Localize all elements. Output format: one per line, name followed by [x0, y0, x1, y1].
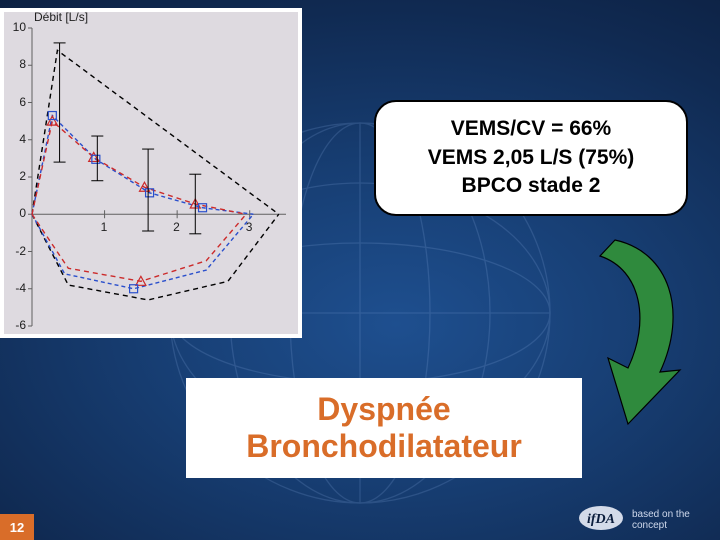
footer-tagline-suffix: concept: [632, 520, 667, 531]
chart-svg: [4, 12, 298, 334]
footer-tagline: based on the concept: [632, 506, 708, 531]
x-tick-label: 2: [173, 220, 180, 234]
spirometry-results-box: VEMS/CV = 66% VEMS 2,05 L/S (75%) BPCO s…: [374, 100, 688, 216]
result-line-1: VEMS/CV = 66%: [451, 115, 611, 143]
y-tick-label: -6: [8, 318, 26, 332]
y-tick-label: 8: [8, 57, 26, 71]
page-number-badge: 12: [0, 514, 34, 540]
y-tick-label: -2: [8, 244, 26, 258]
y-axis-label: Débit [L/s]: [34, 12, 88, 24]
y-tick-label: 4: [8, 132, 26, 146]
slide-root: Débit [L/s] -6-4-20246810123 VEMS/CV = 6…: [0, 0, 720, 540]
x-tick-label: 3: [246, 220, 253, 234]
flow-volume-chart-panel: Débit [L/s] -6-4-20246810123: [0, 8, 302, 338]
footer-logo: ifDA based on the concept: [578, 504, 708, 532]
y-tick-label: 10: [8, 20, 26, 34]
treatment-line-1: Dyspnée: [317, 391, 450, 428]
result-line-3: BPCO stade 2: [462, 172, 601, 200]
treatment-box: Dyspnée Bronchodilatateur: [186, 378, 582, 478]
curved-arrow-icon: [580, 232, 700, 432]
svg-text:ifDA: ifDA: [587, 512, 615, 527]
footer-tagline-prefix: based on the: [632, 509, 690, 520]
x-tick-label: 1: [101, 220, 108, 234]
result-line-2: VEMS 2,05 L/S (75%): [428, 144, 635, 172]
y-tick-label: 0: [8, 206, 26, 220]
chart-plot-area: Débit [L/s] -6-4-20246810123: [4, 12, 298, 334]
y-tick-label: -4: [8, 281, 26, 295]
y-tick-label: 2: [8, 169, 26, 183]
brand-logo-icon: ifDA: [578, 505, 624, 531]
y-tick-label: 6: [8, 95, 26, 109]
treatment-line-2: Bronchodilatateur: [246, 428, 522, 465]
